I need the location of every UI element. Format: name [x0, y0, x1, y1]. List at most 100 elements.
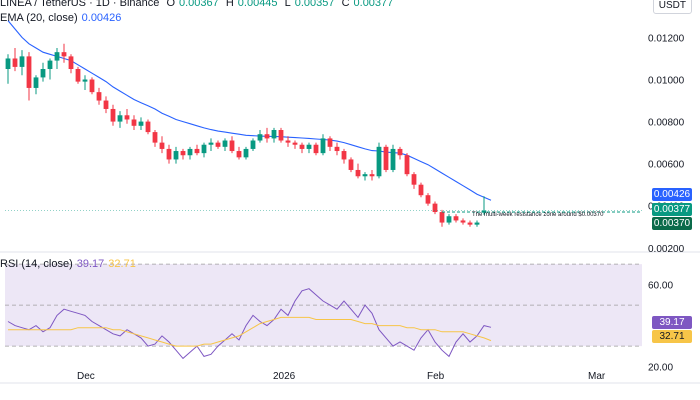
candle-body	[313, 144, 319, 154]
rsi-ma-value: 32.71	[108, 258, 136, 270]
candle-body	[82, 79, 88, 82]
rsi-line	[7, 288, 492, 360]
candle-body	[299, 144, 305, 149]
candle-body	[12, 58, 18, 67]
candle-body	[334, 146, 340, 152]
candle-body	[460, 220, 466, 223]
candle-body	[68, 56, 74, 69]
candle-body	[264, 134, 270, 139]
candle-body	[194, 148, 200, 154]
candle-body	[173, 151, 179, 160]
candle-body	[404, 155, 410, 175]
candle-body	[75, 69, 81, 82]
candle-body	[425, 195, 431, 204]
price-tick-label: 0.01200	[648, 33, 685, 44]
candle-body	[397, 148, 403, 156]
candle-body	[383, 146, 389, 170]
candle-body	[180, 151, 186, 156]
symbol-label: LINEA / TetherUS · 1D · Binance	[0, 0, 160, 9]
candle-body	[341, 151, 347, 160]
candle-body	[327, 138, 333, 147]
price-tick-label: 0.00800	[648, 118, 685, 129]
quote-currency-button[interactable]: USDT	[652, 0, 692, 14]
level-price-tag: 0.00370	[652, 217, 692, 230]
candle-body	[40, 69, 46, 78]
close-label: C	[341, 0, 350, 9]
rsi-ma-tag: 32.71	[652, 330, 692, 343]
candle-body	[439, 212, 445, 223]
close-price-tag: 0.00377	[652, 203, 692, 216]
candle-body	[320, 138, 326, 154]
candle-body	[453, 216, 459, 221]
candle-body	[250, 140, 256, 149]
candle-body	[432, 203, 438, 213]
candle-body	[145, 121, 151, 133]
candle-body	[222, 140, 228, 147]
candle-body	[215, 142, 221, 147]
close-value: 0.00377	[353, 0, 394, 9]
candle-body	[362, 174, 368, 177]
candle-body	[271, 130, 277, 139]
candle-body	[229, 140, 235, 152]
candle-body	[152, 132, 158, 143]
grid-lines	[0, 251, 700, 384]
candle-body	[411, 174, 417, 185]
high-value: 0.00445	[237, 0, 278, 9]
candle-body	[61, 52, 67, 57]
candle-body	[355, 169, 361, 177]
open-label: O	[166, 0, 175, 9]
resistance-level	[5, 210, 642, 213]
price-tick-label: 0.00600	[648, 160, 685, 171]
candle-body	[446, 216, 452, 223]
candle-body	[131, 119, 137, 126]
candle-body	[5, 58, 11, 69]
candle-body	[467, 222, 473, 225]
candle-body	[124, 115, 130, 120]
ema-price-tag: 0.00426	[652, 188, 692, 201]
rsi-tick-label: 20.00	[648, 363, 673, 374]
rsi-lines	[7, 288, 492, 360]
candle-body	[166, 148, 172, 160]
candle-body	[369, 174, 375, 177]
time-tick-label: 2026	[273, 371, 296, 382]
time-tick-label: Feb	[427, 371, 445, 382]
high-label: H	[225, 0, 234, 9]
low-label: L	[284, 0, 291, 9]
rsi-ma-line	[8, 316, 492, 347]
rsi-tick-label: 60.00	[648, 281, 673, 292]
candle-body	[54, 52, 60, 61]
ema-value: 0.00426	[81, 12, 122, 24]
candle-body	[110, 108, 116, 122]
candle-body	[208, 142, 214, 145]
candle-body	[201, 144, 207, 154]
candle-body	[243, 148, 249, 158]
candle-body	[257, 134, 263, 141]
candle-body	[89, 79, 95, 93]
price-tick-label: 0.01000	[648, 76, 685, 87]
ema-header: EMA (20, close) 0.00426	[0, 12, 125, 24]
time-tick-label: Mar	[588, 371, 606, 382]
candle-body	[236, 151, 242, 158]
rsi-value: 39.17	[76, 258, 105, 270]
rsi-tag: 39.17	[652, 316, 692, 329]
candle-body	[418, 184, 424, 196]
candle-body	[474, 222, 480, 225]
candle-body	[117, 115, 123, 122]
candle-body	[33, 77, 39, 88]
candle-body	[96, 92, 102, 101]
ema-path	[7, 20, 492, 201]
candle-body	[292, 142, 298, 145]
candles	[5, 43, 487, 227]
open-value: 0.00367	[179, 0, 219, 9]
candle-body	[103, 100, 109, 109]
rsi-band	[5, 263, 642, 347]
candle-body	[376, 146, 382, 177]
candle-body	[348, 159, 354, 170]
candle-body	[306, 144, 312, 149]
rsi-label: RSI (14, close)	[0, 258, 73, 270]
candle-body	[138, 121, 144, 126]
ema-line	[7, 20, 492, 201]
time-tick-label: Dec	[77, 371, 95, 382]
candle-body	[159, 142, 165, 149]
